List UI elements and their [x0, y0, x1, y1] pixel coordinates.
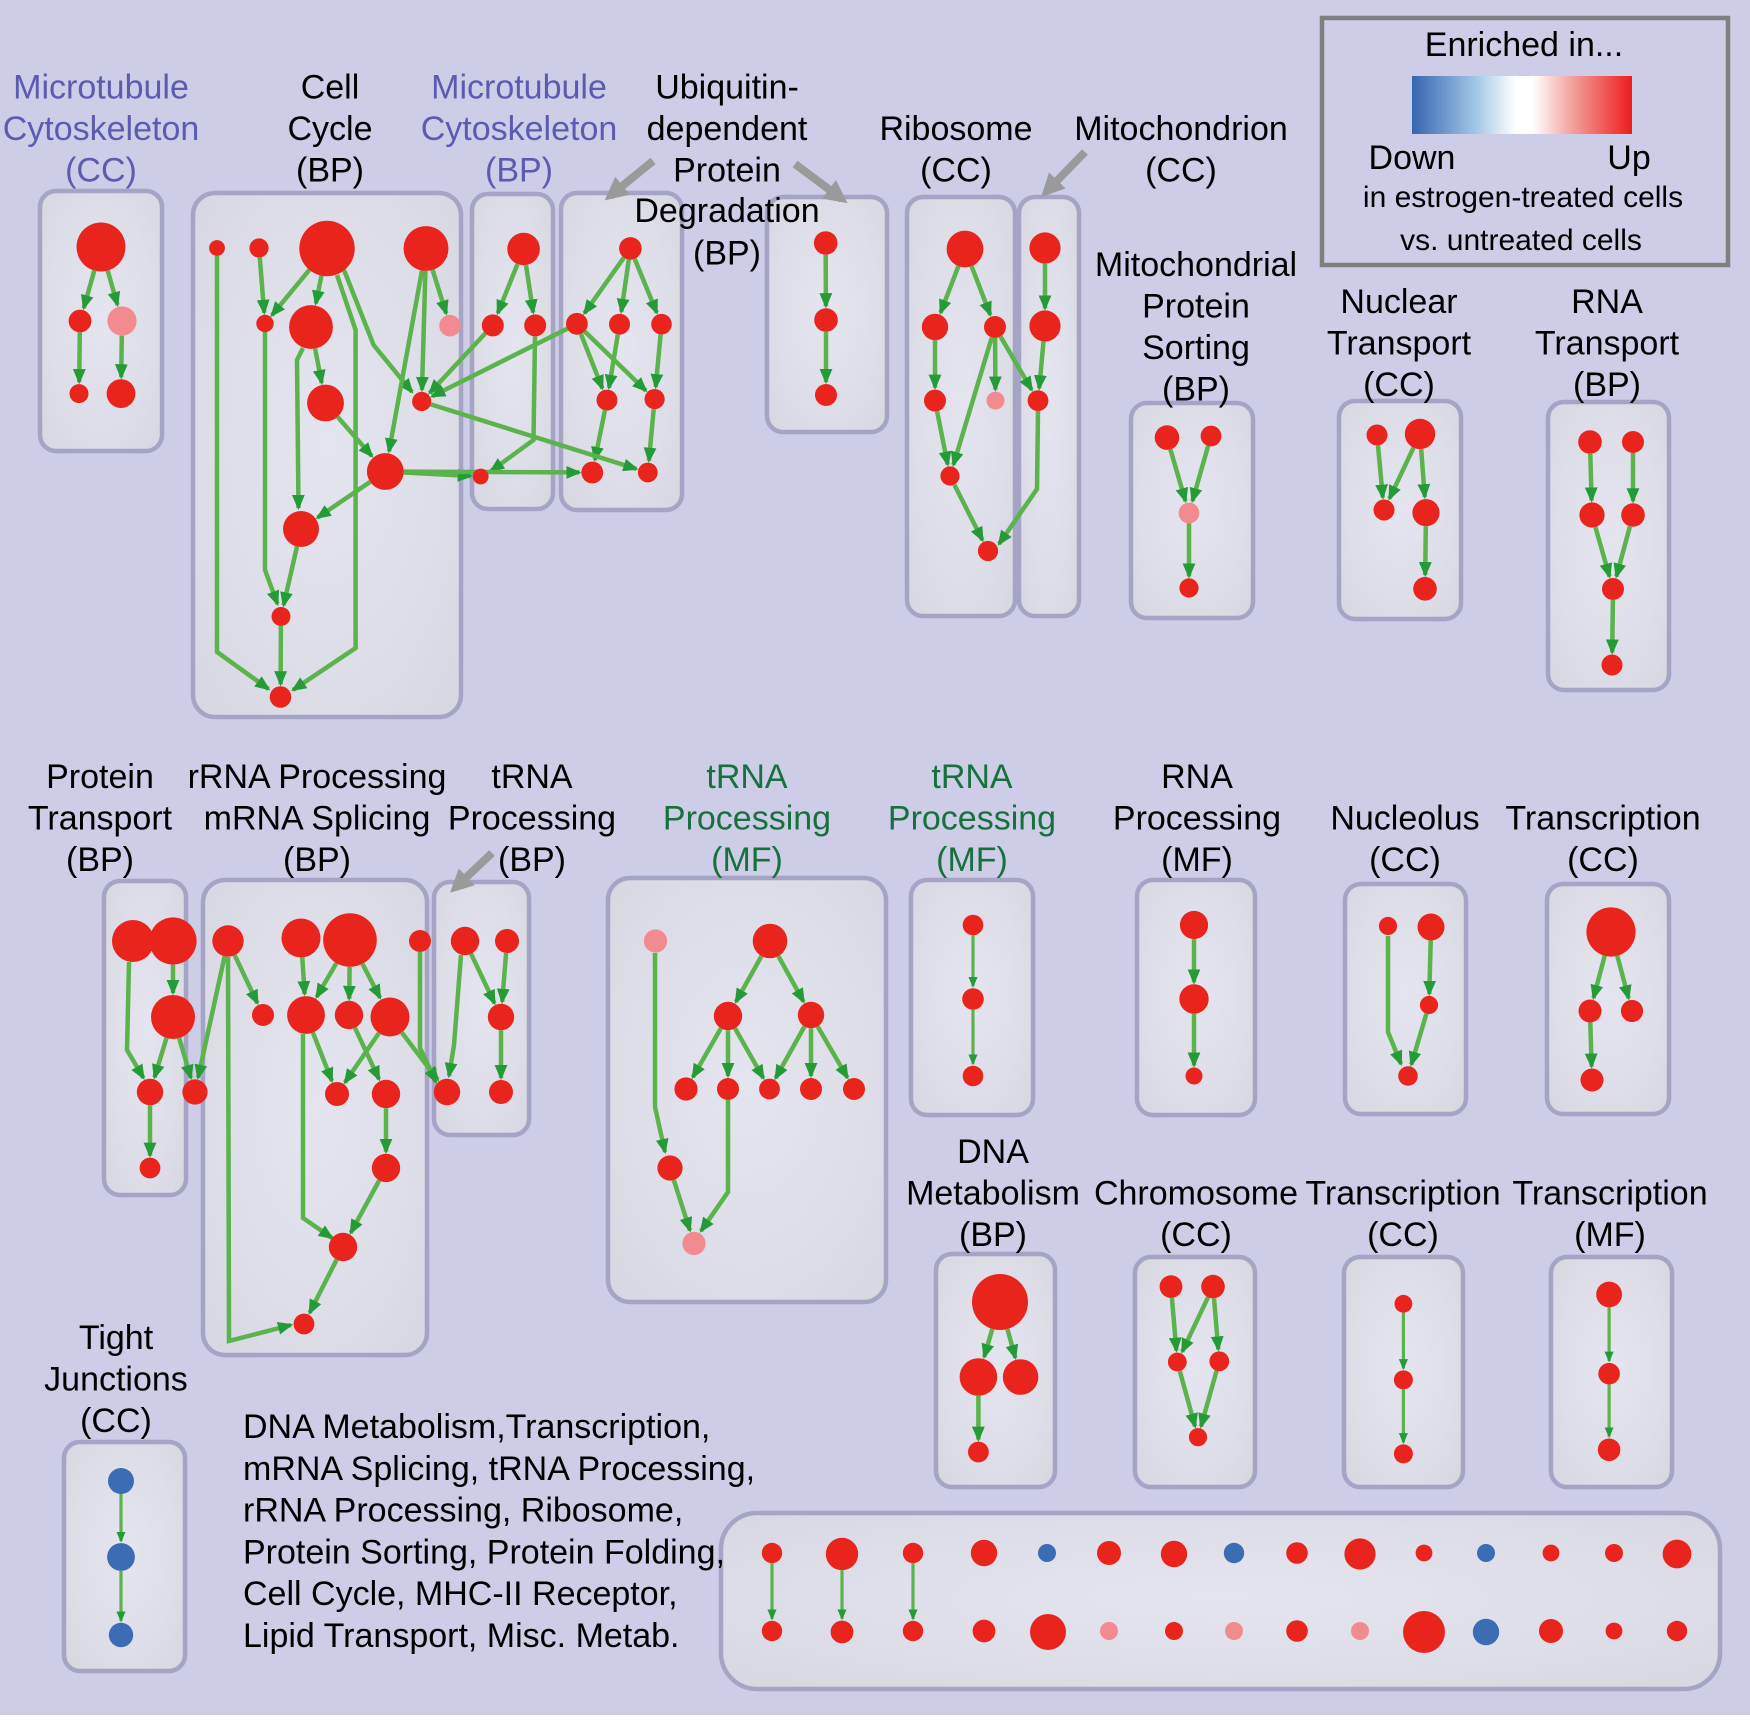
svg-text:tRNA: tRNA [491, 758, 573, 796]
svg-text:Lipid Transport, Misc. Metab.: Lipid Transport, Misc. Metab. [243, 1617, 680, 1655]
svg-text:Down: Down [1369, 139, 1456, 177]
svg-text:Up: Up [1607, 139, 1650, 177]
svg-text:Transport: Transport [28, 800, 173, 838]
svg-text:Protein Sorting, Protein Foldi: Protein Sorting, Protein Folding, [243, 1533, 725, 1571]
svg-text:(CC): (CC) [1160, 1216, 1232, 1254]
svg-text:(MF): (MF) [711, 841, 783, 879]
svg-text:Microtubule: Microtubule [13, 69, 189, 107]
svg-text:Enriched in...: Enriched in... [1425, 26, 1623, 64]
svg-text:dependent: dependent [647, 110, 808, 148]
svg-text:RNA: RNA [1161, 758, 1233, 796]
svg-text:Mitochondrial: Mitochondrial [1095, 246, 1297, 284]
svg-text:Protein: Protein [1142, 288, 1250, 326]
svg-text:Metabolism: Metabolism [906, 1175, 1080, 1213]
svg-text:(CC): (CC) [1369, 841, 1441, 879]
svg-text:Tight: Tight [79, 1319, 154, 1357]
svg-text:Nucleolus: Nucleolus [1330, 800, 1479, 838]
svg-text:RNA: RNA [1571, 283, 1643, 321]
svg-text:Junctions: Junctions [44, 1361, 188, 1399]
svg-text:Processing: Processing [1113, 800, 1281, 838]
svg-text:Transport: Transport [1327, 325, 1472, 363]
svg-text:Transcription: Transcription [1305, 1175, 1500, 1213]
svg-text:Cell Cycle, MHC-II Receptor,: Cell Cycle, MHC-II Receptor, [243, 1575, 678, 1613]
svg-text:(MF): (MF) [1161, 841, 1233, 879]
svg-text:tRNA: tRNA [706, 758, 788, 796]
svg-text:rRNA Processing, Ribosome,: rRNA Processing, Ribosome, [243, 1492, 683, 1530]
svg-text:(CC): (CC) [1567, 841, 1639, 879]
svg-text:Protein: Protein [673, 152, 781, 190]
svg-text:DNA Metabolism,Transcription,: DNA Metabolism,Transcription, [243, 1408, 710, 1446]
svg-text:Microtubule: Microtubule [431, 69, 607, 107]
svg-text:vs. untreated cells: vs. untreated cells [1400, 224, 1642, 257]
svg-text:Cell: Cell [301, 69, 360, 107]
svg-text:Processing: Processing [663, 800, 831, 838]
svg-text:in estrogen-treated cells: in estrogen-treated cells [1363, 181, 1683, 214]
svg-text:(BP): (BP) [693, 235, 761, 273]
svg-text:Cytoskeleton: Cytoskeleton [421, 110, 618, 148]
svg-text:Nuclear: Nuclear [1340, 283, 1457, 321]
svg-text:mRNA Splicing, tRNA Processing: mRNA Splicing, tRNA Processing, [243, 1450, 755, 1488]
svg-text:Transcription: Transcription [1512, 1175, 1707, 1213]
svg-text:Ubiquitin-: Ubiquitin- [655, 69, 799, 107]
svg-text:(BP): (BP) [1162, 371, 1230, 409]
svg-text:(CC): (CC) [1367, 1216, 1439, 1254]
svg-text:(CC): (CC) [1363, 366, 1435, 404]
svg-text:Transport: Transport [1535, 325, 1680, 363]
svg-text:Degradation: Degradation [634, 192, 819, 230]
svg-text:tRNA: tRNA [931, 758, 1013, 796]
svg-text:(MF): (MF) [1574, 1216, 1646, 1254]
svg-text:(MF): (MF) [936, 841, 1008, 879]
svg-text:Transcription: Transcription [1505, 800, 1700, 838]
svg-text:rRNA Processing: rRNA Processing [188, 758, 447, 796]
svg-text:(BP): (BP) [485, 152, 553, 190]
svg-text:Cytoskeleton: Cytoskeleton [3, 110, 200, 148]
svg-text:(CC): (CC) [65, 152, 137, 190]
svg-text:(BP): (BP) [1573, 366, 1641, 404]
svg-text:Ribosome: Ribosome [879, 110, 1032, 148]
svg-text:Cycle: Cycle [287, 110, 372, 148]
svg-text:(CC): (CC) [80, 1402, 152, 1440]
svg-text:(BP): (BP) [66, 841, 134, 879]
svg-text:Protein: Protein [46, 758, 154, 796]
svg-text:Sorting: Sorting [1142, 329, 1250, 367]
svg-text:Chromosome: Chromosome [1094, 1175, 1298, 1213]
svg-text:DNA: DNA [957, 1133, 1029, 1171]
svg-text:(BP): (BP) [296, 152, 364, 190]
svg-text:mRNA Splicing: mRNA Splicing [204, 800, 431, 838]
svg-text:Processing: Processing [448, 800, 616, 838]
svg-text:Mitochondrion: Mitochondrion [1074, 110, 1288, 148]
svg-text:(BP): (BP) [498, 841, 566, 879]
svg-text:Processing: Processing [888, 800, 1056, 838]
svg-text:(CC): (CC) [920, 152, 992, 190]
svg-text:(CC): (CC) [1145, 152, 1217, 190]
svg-text:(BP): (BP) [959, 1216, 1027, 1254]
svg-text:(BP): (BP) [283, 841, 351, 879]
